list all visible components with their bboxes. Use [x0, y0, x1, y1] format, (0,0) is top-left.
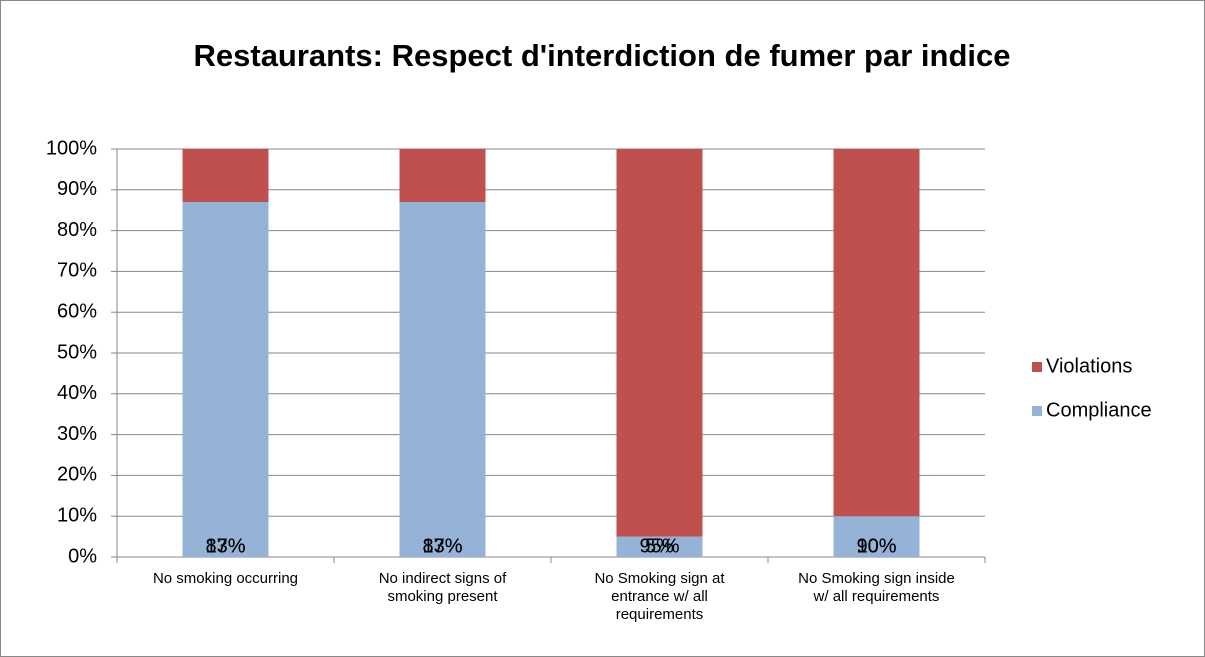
- bar-segment: [399, 149, 486, 203]
- x-tick-label: No indirect signs of smoking present: [378, 570, 507, 605]
- x-tick-label: No Smoking sign at entrance w/ all requi…: [594, 570, 725, 623]
- data-label: 87%: [422, 535, 462, 557]
- bar-segment: [616, 536, 703, 557]
- legend-label: Violations: [1046, 355, 1132, 377]
- x-tick-label: No smoking occurring: [152, 570, 299, 587]
- bar-segment: [182, 202, 269, 558]
- y-tick-label: 20%: [57, 464, 97, 486]
- y-tick-label: 100%: [46, 137, 97, 159]
- y-tick-label: 60%: [57, 300, 97, 322]
- y-tick-label: 0%: [68, 545, 97, 567]
- data-label: 95%: [639, 535, 679, 557]
- y-tick-label: 30%: [57, 423, 97, 445]
- data-label: 13%: [205, 535, 245, 557]
- data-label: 10%: [856, 535, 896, 557]
- y-tick-label: 90%: [57, 178, 97, 200]
- x-tick-label: No Smoking sign inside w/ all requiremen…: [798, 570, 955, 605]
- data-label: 13%: [422, 535, 462, 557]
- bar-segment: [616, 149, 703, 537]
- data-label: 87%: [205, 535, 245, 557]
- bar-segment: [833, 516, 920, 557]
- legend-label: Compliance: [1046, 399, 1152, 421]
- bar-segment: [833, 149, 920, 517]
- y-tick-label: 10%: [57, 504, 97, 526]
- bar-segment: [182, 149, 269, 203]
- bar-segment: [399, 202, 486, 558]
- y-tick-label: 40%: [57, 382, 97, 404]
- y-tick-label: 80%: [57, 219, 97, 241]
- y-tick-label: 50%: [57, 341, 97, 363]
- data-label: 90%: [856, 535, 896, 557]
- legend-swatch: [1032, 362, 1042, 372]
- y-tick-label: 70%: [57, 260, 97, 282]
- data-label: 5%: [645, 535, 674, 557]
- legend-swatch: [1032, 406, 1042, 416]
- chart-title: Restaurants: Respect d'interdiction de f…: [193, 38, 1011, 73]
